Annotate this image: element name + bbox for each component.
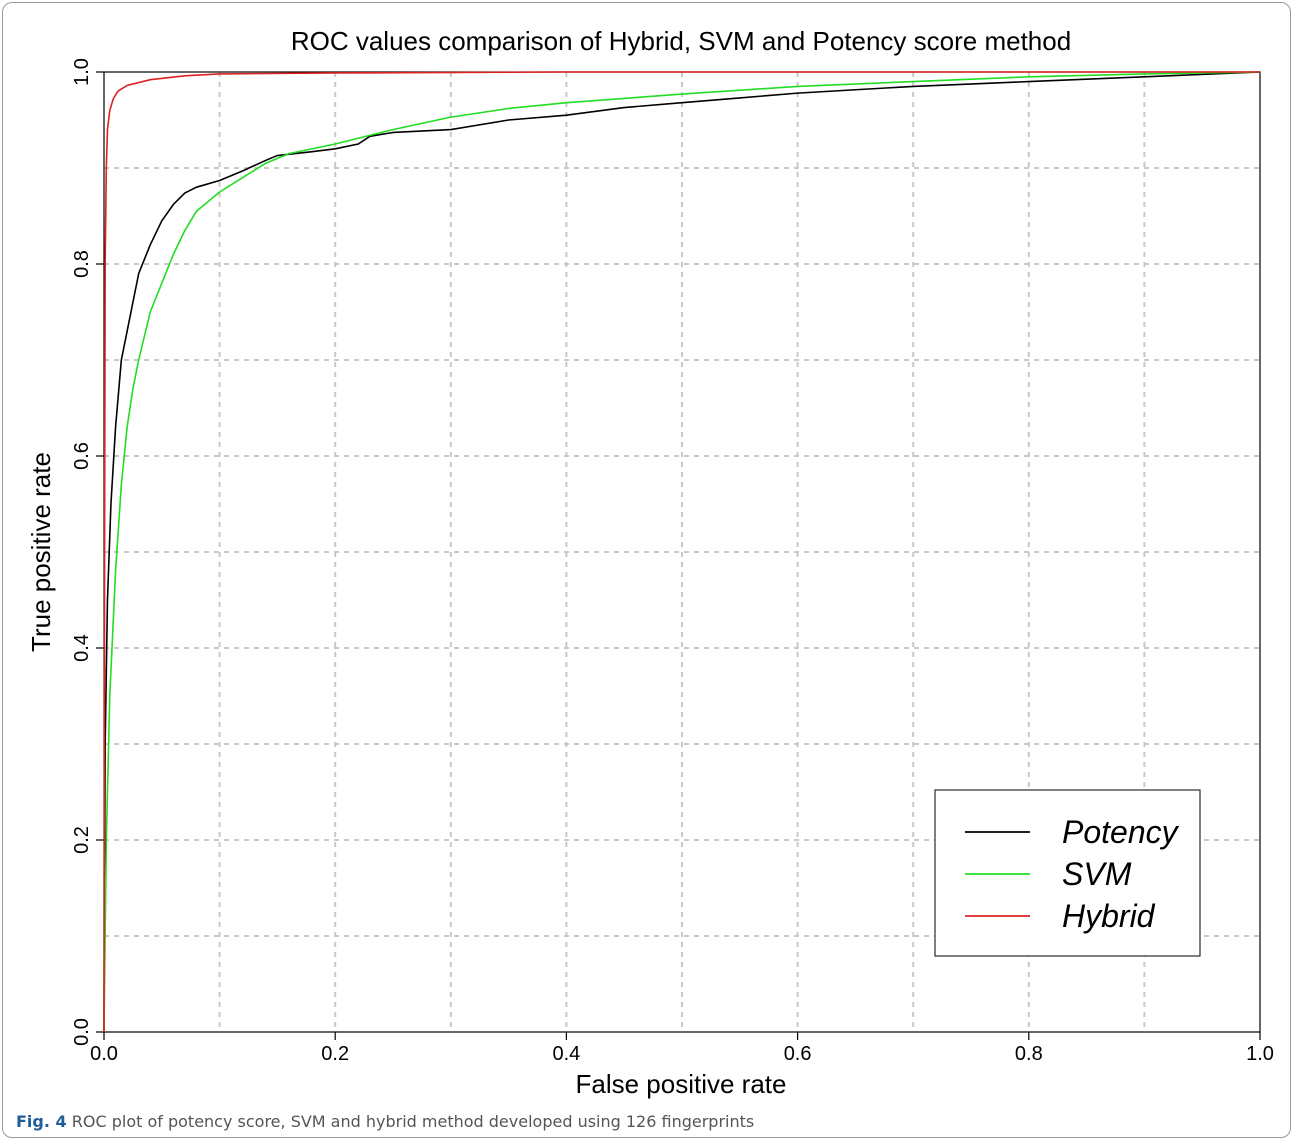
x-tick-label: 0.4: [552, 1043, 580, 1065]
legend-label-svm: SVM: [1062, 856, 1132, 892]
series-lines: [103, 71, 1261, 1033]
legend-box: [934, 789, 1201, 957]
y-axis-label: True positive rate: [26, 452, 56, 652]
legend-items: Potency SVM Hybrid: [965, 814, 1180, 934]
legend-label-hybrid: Hybrid: [1062, 898, 1156, 934]
caption-text: ROC plot of potency score, SVM and hybri…: [66, 1112, 755, 1131]
x-tick-label: 0.6: [784, 1043, 812, 1065]
series-line-svm: [103, 71, 1261, 1033]
chart-title: ROC values comparison of Hybrid, SVM and…: [291, 26, 1071, 56]
caption-label: Fig. 4: [16, 1112, 67, 1131]
legend: Potency SVM Hybrid: [934, 789, 1201, 957]
y-tick-label: 0.8: [71, 250, 93, 278]
legend-label-potency: Potency: [1062, 814, 1180, 850]
x-tick-label: 0.0: [90, 1043, 118, 1065]
x-axis-label: False positive rate: [576, 1069, 787, 1099]
y-tick-label: 0.0: [71, 1018, 93, 1046]
x-tick-label: 0.8: [1015, 1043, 1043, 1065]
series-line-potency: [103, 71, 1261, 1033]
axes: 0.0 0.2 0.4 0.6 0.8 1.0 0.0 0.2 0.4 0.6 0.8 1.0: [71, 58, 1274, 1065]
y-tick-label: 0.4: [71, 634, 93, 662]
y-tick-label: 1.0: [71, 58, 93, 86]
y-tick-label: 0.6: [71, 442, 93, 470]
y-tick-label: 0.2: [71, 826, 93, 854]
x-tick-label: 1.0: [1246, 1043, 1274, 1065]
figure-caption: Fig. 4 ROC plot of potency score, SVM an…: [16, 1112, 1276, 1131]
gridlines: [104, 72, 1260, 1032]
x-tick-label: 0.2: [321, 1043, 349, 1065]
series-line-hybrid: [103, 71, 1260, 1033]
